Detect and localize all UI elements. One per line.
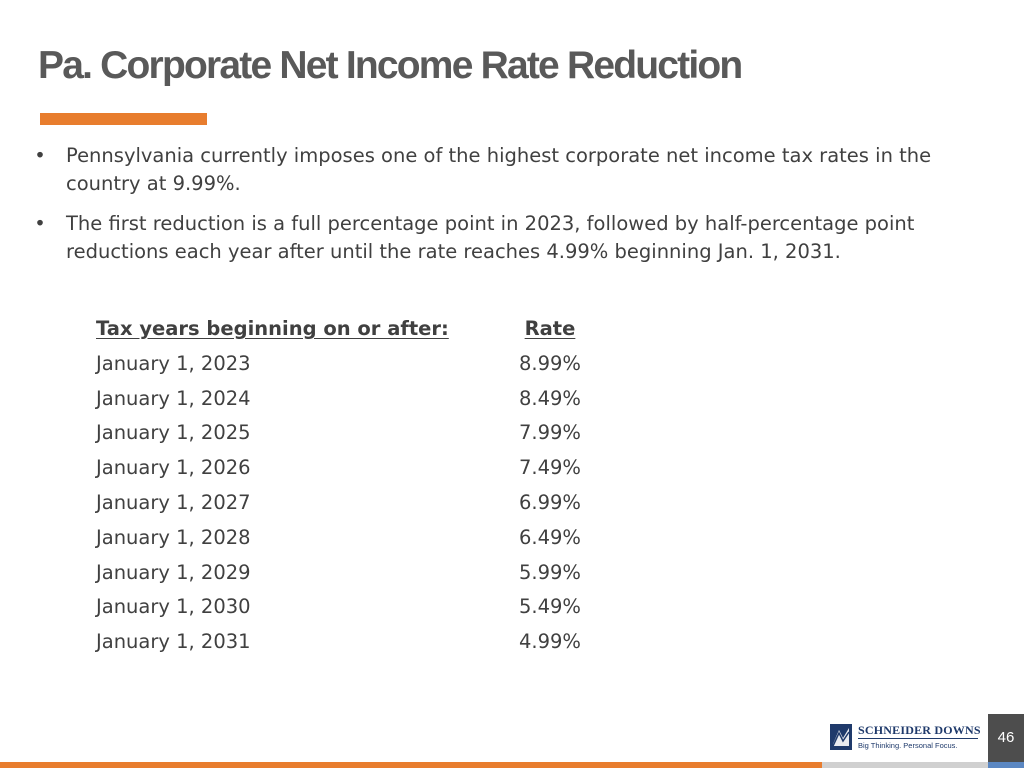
row-rate: 5.99% xyxy=(519,560,581,584)
row-year: January 1, 2024 xyxy=(96,386,251,410)
bullet-text: The first reduction is a full percentage… xyxy=(66,212,915,263)
row-rate: 7.49% xyxy=(519,456,581,480)
row-year: January 1, 2028 xyxy=(96,525,251,549)
rate-table-header: Tax years beginning on or after: Rate xyxy=(96,314,616,349)
row-year: January 1, 2023 xyxy=(96,351,251,375)
bullet-item: • The first reduction is a full percenta… xyxy=(30,210,990,266)
footer-bar-gray xyxy=(822,762,988,768)
company-logo: SCHNEIDER DOWNS Big Thinking. Personal F… xyxy=(830,722,981,752)
table-row: January 1, 2030 5.49% xyxy=(96,592,616,627)
rate-table-body: January 1, 2023 8.99% January 1, 2024 8.49%… xyxy=(96,349,616,662)
row-year: January 1, 2031 xyxy=(96,630,251,654)
schneider-downs-logo-icon xyxy=(830,724,852,750)
footer-bar-orange xyxy=(0,762,822,768)
logo-tagline: Big Thinking. Personal Focus. xyxy=(858,741,958,750)
logo-wordmark: SCHNEIDER DOWNS xyxy=(858,723,981,737)
title-accent-bar xyxy=(40,113,207,125)
row-year: January 1, 2026 xyxy=(96,456,251,480)
bullet-dot-icon: • xyxy=(34,144,46,167)
row-year: January 1, 2025 xyxy=(96,421,251,445)
table-row: January 1, 2025 7.99% xyxy=(96,418,616,453)
logo-divider xyxy=(858,738,978,739)
row-year: January 1, 2030 xyxy=(96,595,251,619)
table-row: January 1, 2026 7.49% xyxy=(96,453,616,488)
row-year: January 1, 2029 xyxy=(96,560,251,584)
table-row: January 1, 2031 4.99% xyxy=(96,627,616,662)
table-row: January 1, 2024 8.49% xyxy=(96,384,616,419)
slide-title: Pa. Corporate Net Income Rate Reduction xyxy=(38,44,743,87)
bullet-list: • Pennsylvania currently imposes one of … xyxy=(30,142,990,278)
row-rate: 8.49% xyxy=(519,386,581,410)
bullet-text: Pennsylvania currently imposes one of th… xyxy=(66,144,932,195)
table-row: January 1, 2027 6.99% xyxy=(96,488,616,523)
row-rate: 7.99% xyxy=(519,421,581,445)
header-rate: Rate xyxy=(524,317,576,340)
row-rate: 4.99% xyxy=(519,630,581,654)
bullet-item: • Pennsylvania currently imposes one of … xyxy=(30,142,990,198)
page-number: 46 xyxy=(988,714,1024,762)
row-year: January 1, 2027 xyxy=(96,490,251,514)
rate-table: Tax years beginning on or after: Rate Ja… xyxy=(96,314,616,662)
table-row: January 1, 2028 6.49% xyxy=(96,523,616,558)
row-rate: 8.99% xyxy=(519,351,581,375)
row-rate: 5.49% xyxy=(519,595,581,619)
header-tax-years: Tax years beginning on or after: xyxy=(96,317,449,340)
footer-bar-blue xyxy=(988,762,1024,768)
bullet-dot-icon: • xyxy=(34,212,46,235)
table-row: January 1, 2029 5.99% xyxy=(96,558,616,593)
table-row: January 1, 2023 8.99% xyxy=(96,349,616,384)
row-rate: 6.99% xyxy=(519,490,581,514)
row-rate: 6.49% xyxy=(519,525,581,549)
